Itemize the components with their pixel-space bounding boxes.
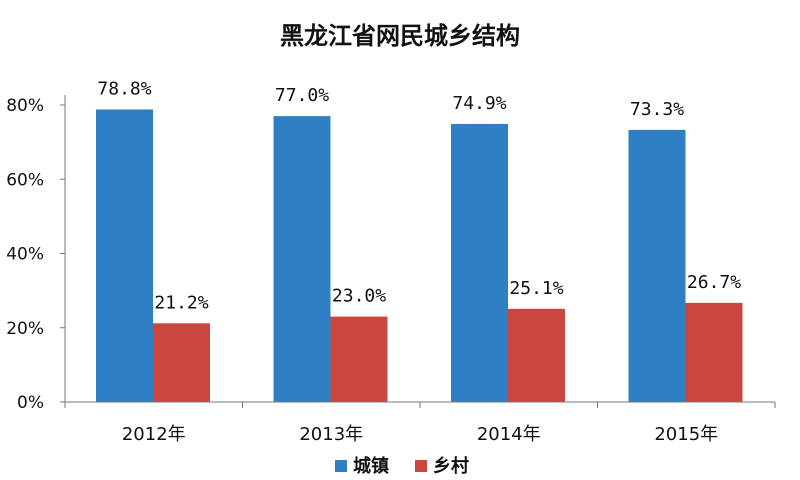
data-labels: 78.8% 21.2% 77.0% 23.0% 74.9% 25.1% 73.3% 26.7% bbox=[97, 78, 741, 313]
bar-rural bbox=[685, 302, 743, 402]
bar-urban bbox=[451, 123, 508, 402]
bar-rural bbox=[508, 308, 565, 402]
bar-rural bbox=[153, 323, 210, 402]
data-label: 73.3% bbox=[630, 99, 684, 120]
bar-urban bbox=[273, 116, 331, 402]
bars bbox=[96, 109, 743, 402]
x-category-label: 2014年 bbox=[477, 424, 541, 445]
y-tick-label: 60% bbox=[6, 170, 44, 190]
x-category-label: 2015年 bbox=[654, 424, 718, 445]
legend-swatch bbox=[335, 460, 347, 472]
data-label: 25.1% bbox=[509, 278, 563, 299]
y-tick-label: 0% bbox=[17, 393, 44, 413]
legend-label: 城镇 bbox=[353, 455, 389, 477]
y-axis: 0% 20% 40% 60% 80% bbox=[6, 95, 66, 413]
chart-title: 黑龙江省网民城乡结构 bbox=[280, 22, 520, 50]
y-tick-label: 80% bbox=[6, 96, 44, 116]
data-label: 21.2% bbox=[154, 292, 208, 313]
data-label: 74.9% bbox=[452, 93, 506, 114]
legend-swatch bbox=[415, 460, 427, 472]
data-label: 23.0% bbox=[332, 286, 386, 307]
bar-urban bbox=[628, 129, 686, 402]
x-category-label: 2013年 bbox=[299, 424, 363, 445]
data-label: 78.8% bbox=[97, 78, 151, 99]
y-tick-label: 40% bbox=[6, 245, 44, 265]
x-axis: 2012年 2013年 2014年 2015年 bbox=[64, 401, 776, 445]
data-label: 77.0% bbox=[275, 85, 329, 106]
y-tick-label: 20% bbox=[6, 319, 44, 339]
legend-label: 乡村 bbox=[433, 455, 469, 477]
bar-urban bbox=[96, 109, 153, 402]
legend: 城镇 乡村 bbox=[335, 455, 469, 477]
bar-rural bbox=[330, 316, 388, 402]
data-label: 26.7% bbox=[687, 272, 741, 293]
x-category-label: 2012年 bbox=[122, 424, 186, 445]
